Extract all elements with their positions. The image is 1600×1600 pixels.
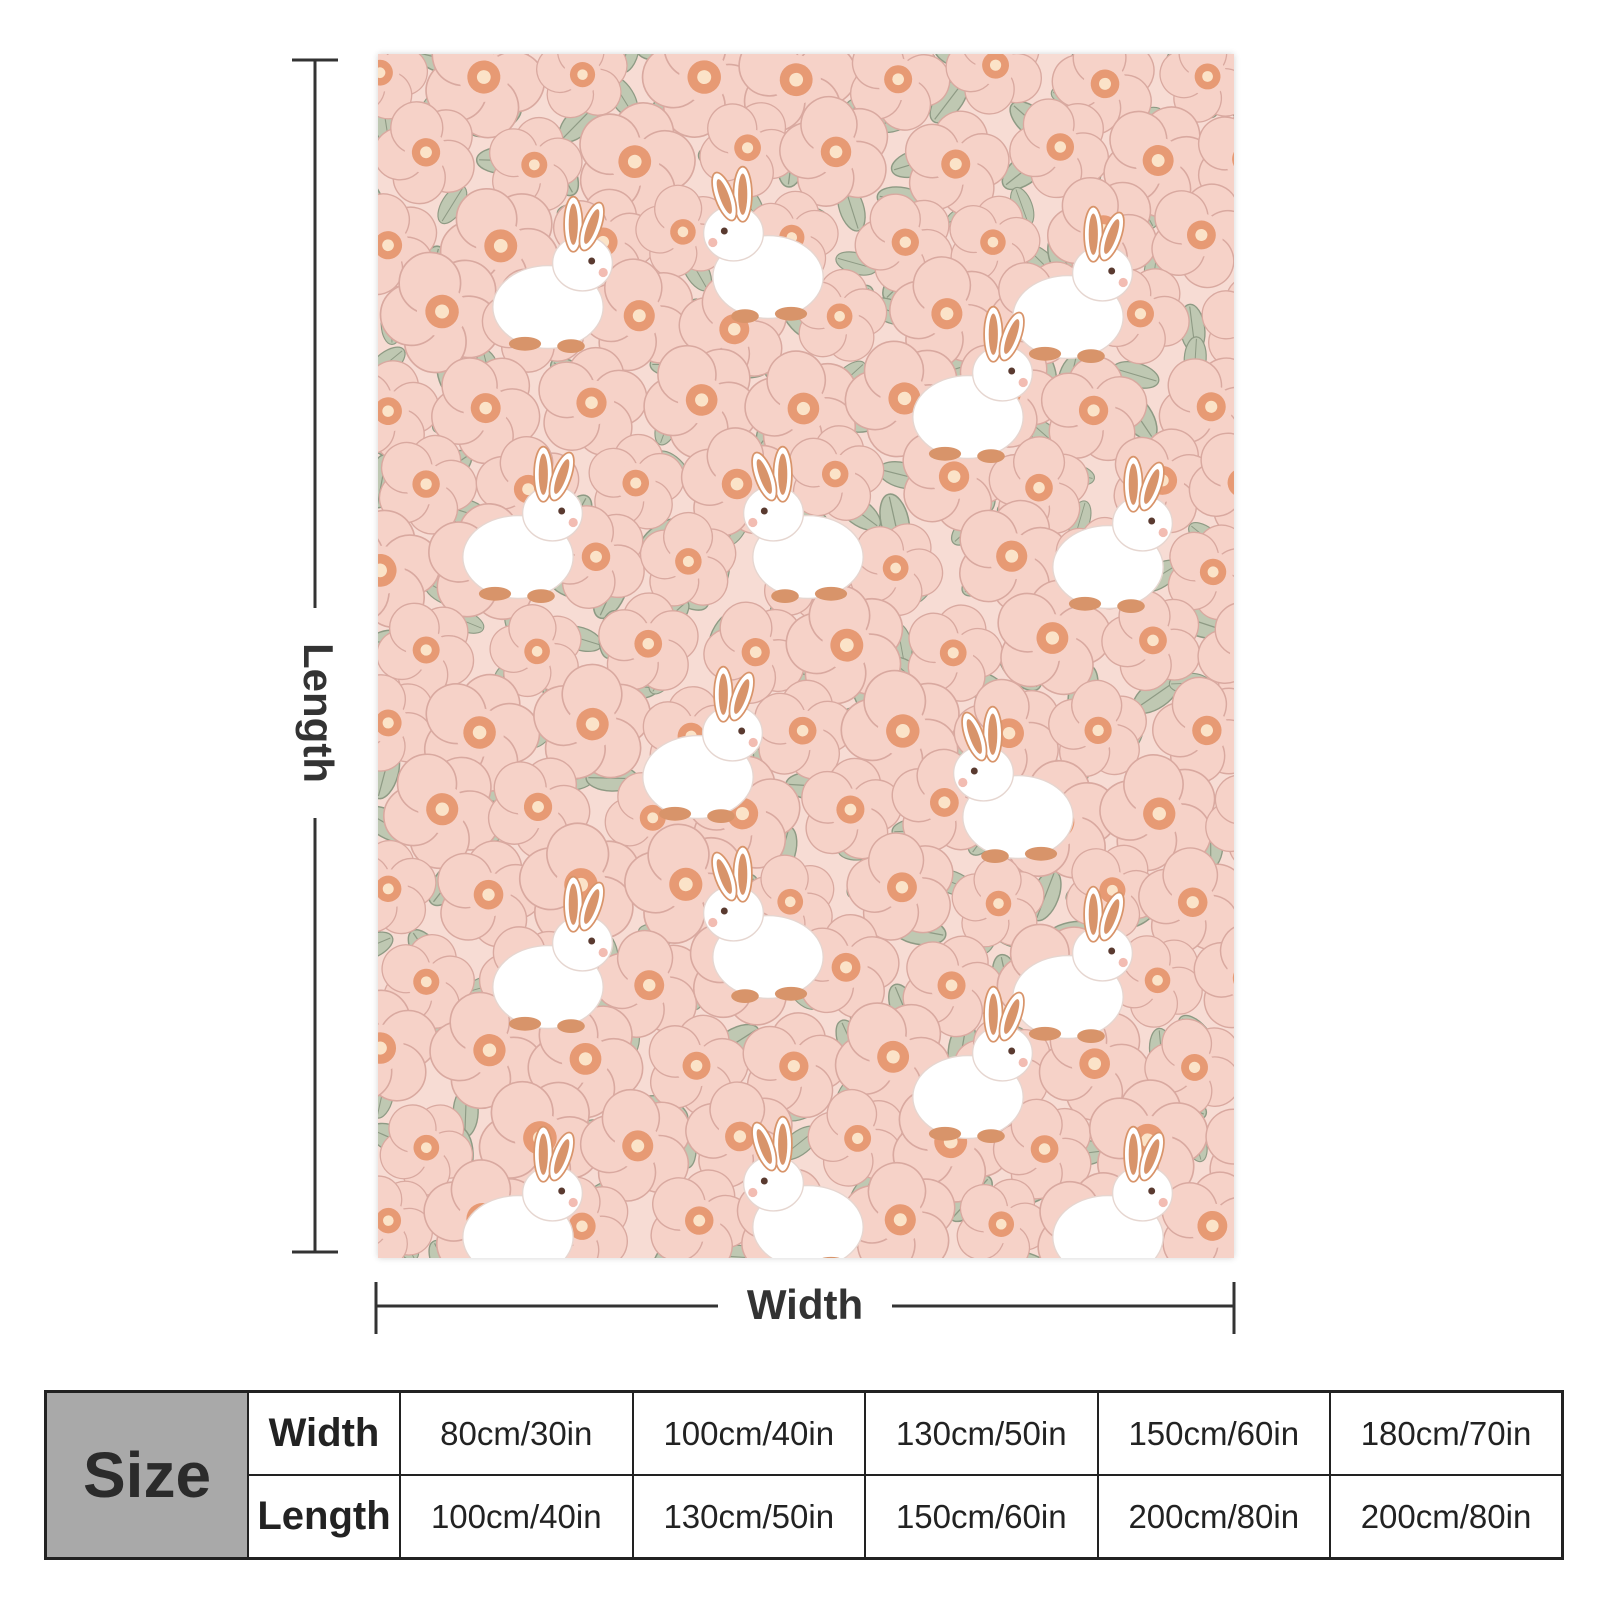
length-row-header: Length xyxy=(247,1474,401,1560)
length-value: 130cm/50in xyxy=(631,1474,866,1560)
width-row-header: Width xyxy=(247,1390,401,1476)
length-value: 150cm/60in xyxy=(864,1474,1099,1560)
length-label: Length xyxy=(295,643,342,783)
size-table: Size Width 80cm/30in 100cm/40in 130cm/50… xyxy=(44,1390,1564,1560)
length-value: 200cm/80in xyxy=(1329,1474,1564,1560)
width-value: 130cm/50in xyxy=(864,1390,1099,1476)
width-value: 180cm/70in xyxy=(1329,1390,1564,1476)
length-row: Length 100cm/40in 130cm/50in 150cm/60in … xyxy=(46,1474,1564,1560)
length-value: 100cm/40in xyxy=(399,1474,634,1560)
floral-rabbit-pattern xyxy=(378,54,1234,1258)
width-value: 100cm/40in xyxy=(631,1390,866,1476)
width-value: 80cm/30in xyxy=(399,1390,634,1476)
width-dimension: Width xyxy=(374,1281,1236,1334)
blanket-product-image xyxy=(378,54,1234,1258)
length-value: 200cm/80in xyxy=(1096,1474,1331,1560)
width-row: Size Width 80cm/30in 100cm/40in 130cm/50… xyxy=(44,1390,1564,1560)
width-value: 150cm/60in xyxy=(1096,1390,1331,1476)
length-dimension: Length xyxy=(292,58,342,1254)
width-label: Width xyxy=(747,1281,863,1328)
size-header: Size xyxy=(44,1390,249,1560)
